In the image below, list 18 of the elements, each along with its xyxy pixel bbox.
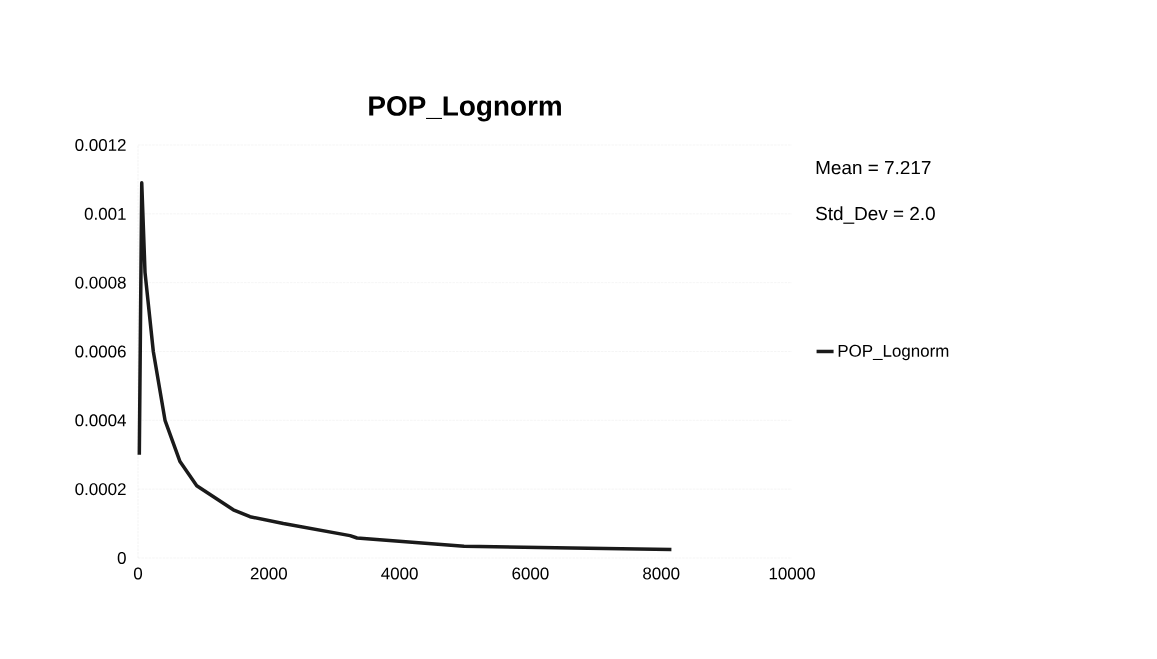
y-tick-label: 0.0004 xyxy=(75,414,126,427)
y-tick-label: 0 xyxy=(117,551,126,564)
legend-label: POP_Lognorm xyxy=(838,344,949,361)
y-tick-label: 0.0012 xyxy=(75,138,126,151)
x-tick-label: 2000 xyxy=(250,567,287,580)
text: Std_Dev = 2.0 xyxy=(816,206,935,224)
y-tick-label: 0.0008 xyxy=(75,276,126,289)
chart-title: POP_Lognorm xyxy=(369,96,561,122)
x-tick-label: 10000 xyxy=(769,567,815,580)
x-tick-label: 6000 xyxy=(512,567,549,580)
line-series xyxy=(137,181,674,552)
x-tick-label: 8000 xyxy=(643,567,680,580)
text: Mean = 7.217 xyxy=(816,160,931,175)
y-tick-label: 0.0002 xyxy=(75,483,126,496)
y-tick-label: 0.001 xyxy=(84,207,126,220)
y-tick-label: 0.0006 xyxy=(75,345,126,358)
x-tick-label: 4000 xyxy=(381,567,418,580)
x-tick-label: 0 xyxy=(133,567,143,580)
